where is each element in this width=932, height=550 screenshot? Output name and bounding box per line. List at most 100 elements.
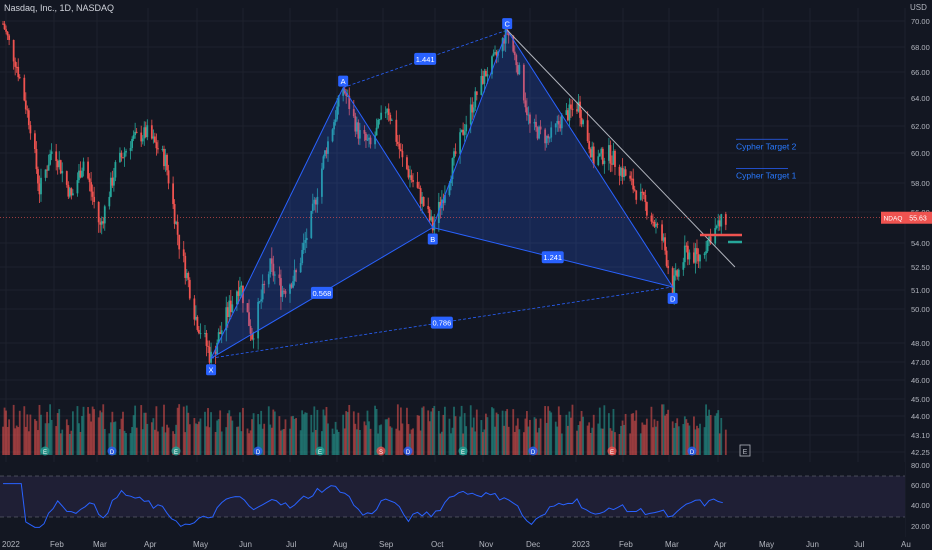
pattern-point-label: D [670, 294, 676, 303]
volume-bar [345, 411, 348, 455]
volume-bar [485, 413, 487, 455]
volume-bar [260, 410, 263, 455]
volume-bar [629, 433, 632, 455]
pattern-point-label: X [209, 366, 214, 375]
candle-body [453, 151, 455, 159]
candle-body [600, 148, 603, 154]
candle-body [311, 203, 314, 211]
price-tick-label: 48.00 [911, 339, 930, 348]
currency-label: USD [910, 3, 927, 12]
candle-body [703, 253, 706, 256]
symbol-tag [881, 211, 905, 224]
volume-bar [205, 426, 208, 455]
candle-body [155, 142, 158, 149]
volume-bar [662, 404, 665, 455]
volume-bar [216, 420, 219, 455]
volume-bar [535, 418, 537, 455]
volume-bar [123, 430, 126, 455]
volume-bar [600, 428, 603, 455]
event-marker-label: D [256, 450, 261, 456]
volume-bar [641, 422, 644, 455]
candle-body [125, 150, 127, 153]
volume-bar [61, 429, 64, 455]
candle-body [504, 27, 507, 44]
time-tick-label: 2023 [572, 540, 590, 549]
candle-body [71, 193, 74, 196]
candle-body [172, 183, 175, 205]
volume-bar [363, 421, 366, 455]
volume-bar [460, 405, 463, 455]
volume-bar [560, 433, 563, 455]
volume-bar [305, 412, 308, 455]
volume-bar [571, 404, 574, 455]
candle-body [337, 95, 340, 107]
candle-body [47, 164, 50, 171]
event-marker-label: S [379, 450, 383, 456]
volume-bar [120, 418, 123, 455]
volume-bar [480, 420, 483, 455]
volume-bar [529, 419, 531, 455]
candle-body [407, 169, 410, 178]
candle-body [38, 183, 41, 195]
volume-bar [386, 419, 389, 455]
candle-body [187, 272, 190, 280]
volume-bar [395, 428, 398, 455]
volume-bar [135, 427, 138, 455]
event-marker [607, 446, 617, 456]
candle-body [164, 154, 167, 167]
candle-body [3, 23, 6, 30]
event-marker [687, 446, 697, 456]
volume-bar [310, 414, 313, 455]
event-marker [107, 446, 117, 456]
candle-body [632, 178, 635, 190]
candle-body [99, 222, 102, 225]
volume-bar [527, 426, 530, 455]
candle-body [219, 332, 222, 334]
candle-body [111, 177, 114, 186]
candle-body [18, 77, 21, 79]
volume-bar [129, 433, 132, 455]
volume-bar [635, 410, 638, 455]
event-marker-label: D [110, 450, 115, 456]
volume-bar [178, 404, 181, 455]
volume-bar [709, 415, 712, 455]
candle-body [342, 88, 345, 96]
candle-body [185, 272, 188, 278]
volume-bar [34, 419, 36, 455]
candle-body [591, 146, 594, 158]
volume-bar [406, 407, 408, 455]
volume-bar [656, 420, 659, 455]
candle-body [547, 135, 550, 139]
candle-body [377, 119, 379, 128]
candle-body [696, 248, 698, 255]
volume-bar [143, 412, 146, 455]
volume-bar [469, 405, 472, 455]
volume-bar [431, 408, 434, 455]
candle-body [251, 333, 253, 340]
volume-bar [26, 414, 29, 455]
candle-body [123, 152, 126, 158]
candle-body [272, 263, 275, 276]
time-tick-label: Mar [665, 540, 679, 549]
volume-bar [150, 422, 153, 455]
upcoming-earnings-marker [739, 444, 751, 457]
candle-body [465, 124, 468, 132]
candle-body [55, 151, 58, 161]
candle-body [132, 135, 135, 139]
candle-body [313, 199, 316, 204]
time-tick-label: Jul [854, 540, 864, 549]
volume-bar [437, 410, 440, 455]
volume-bar [453, 406, 455, 455]
candle-body [205, 332, 208, 346]
volume-bar [481, 432, 484, 455]
candle-body [258, 301, 261, 303]
volume-bar [237, 426, 240, 455]
candle-body [717, 220, 720, 226]
volume-bar [418, 415, 420, 455]
candle-body [450, 179, 452, 184]
candle-body [6, 31, 9, 36]
ratio-label: 0.786 [432, 319, 451, 328]
volume-bar [433, 405, 436, 455]
